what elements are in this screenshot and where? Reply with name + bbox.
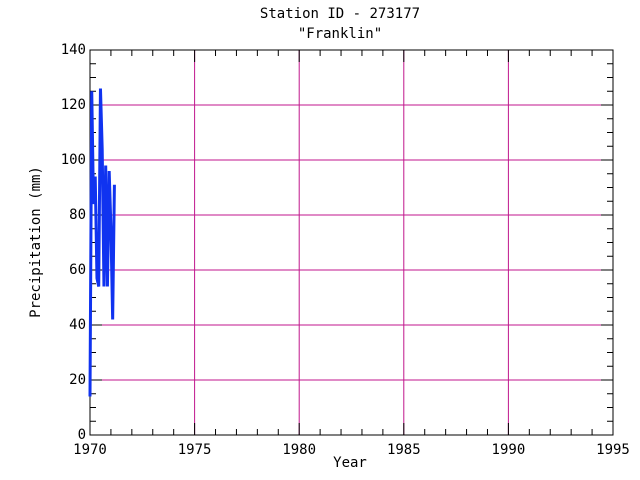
x-axis-label: Year <box>333 455 367 471</box>
x-tick-label: 1975 <box>178 442 212 458</box>
y-tick-label: 60 <box>69 262 86 278</box>
data-line <box>88 88 116 397</box>
y-tick-label: 100 <box>61 152 86 168</box>
y-tick-label: 40 <box>69 317 86 333</box>
y-tick-label: 0 <box>78 427 86 443</box>
y-tick-label: 20 <box>69 372 86 388</box>
y-tick-label: 80 <box>69 207 86 223</box>
y-tick-label: 120 <box>61 97 86 113</box>
chart-title: Station ID - 273177 <box>260 6 420 22</box>
chart-subtitle: "Franklin" <box>298 26 382 42</box>
x-tick-label: 1990 <box>492 442 526 458</box>
x-tick-label: 1980 <box>282 442 316 458</box>
y-tick-label: 140 <box>61 42 86 58</box>
y-axis-label: Precipitation (mm) <box>28 166 44 318</box>
x-tick-label: 1985 <box>387 442 421 458</box>
x-tick-label: 1995 <box>596 442 630 458</box>
plot-frame <box>89 49 614 436</box>
x-tick-label: 1970 <box>73 442 107 458</box>
